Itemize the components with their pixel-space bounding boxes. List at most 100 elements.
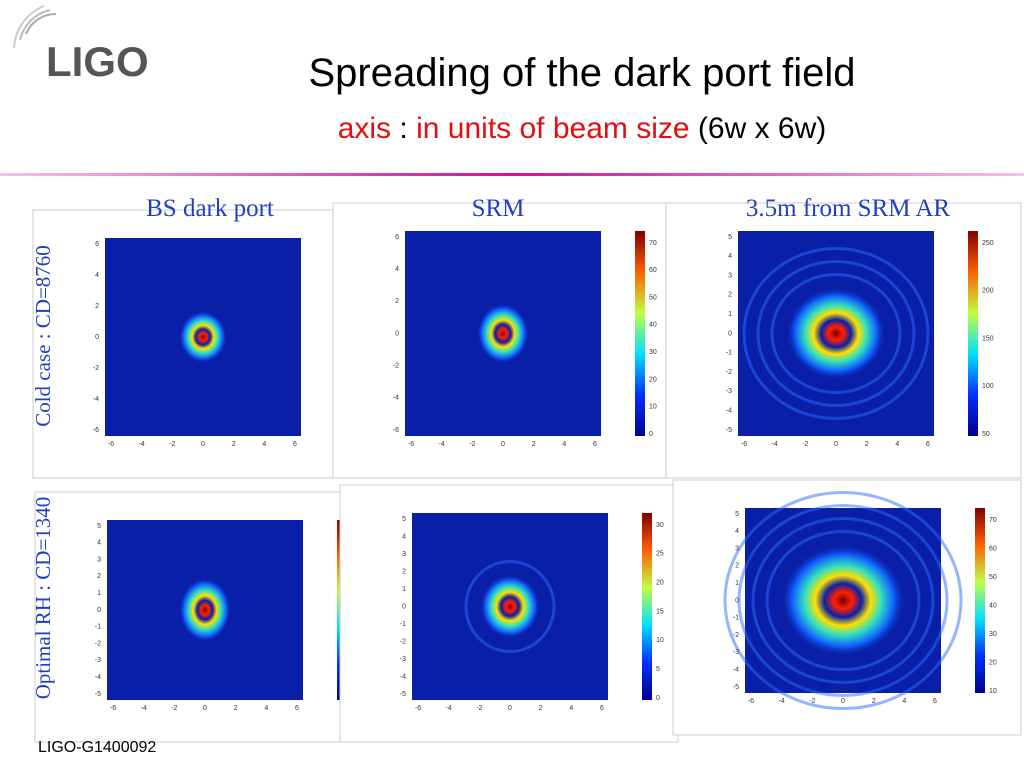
y-tick-label: -3 [400,656,406,663]
x-tick-label: -4 [139,441,145,448]
x-tick-label: -6 [748,698,754,705]
colorbar-tick-label: 10 [656,637,664,644]
y-tick-label: 0 [735,597,739,604]
ripple [737,504,949,697]
y-tick-label: 5 [97,523,101,530]
y-tick-label: 4 [97,540,101,547]
colorbar-tick-label: 10 [989,688,997,695]
column-header: BS dark port [146,195,274,222]
y-tick-label: -4 [733,667,739,674]
ripple [765,530,921,671]
y-tick-label: 0 [395,330,399,337]
x-tick-label: 0 [201,441,205,448]
y-tick-label: 3 [735,545,739,552]
y-tick-label: -3 [726,388,732,395]
x-tick-label: 4 [895,441,899,448]
y-tick-label: -4 [95,674,101,681]
y-tick-label: -1 [733,615,739,622]
subtitle: axis : in units of beam size (6w x 6w) [338,112,827,145]
x-tick-label: -4 [439,441,445,448]
x-tick-label: 0 [203,705,207,712]
y-tick-label: 0 [402,603,406,610]
footer-id: LIGO-G1400092 [38,739,156,756]
y-tick-label: -2 [393,363,399,370]
colorbar-tick-label: 0 [649,431,653,438]
x-tick-label: 4 [562,441,566,448]
colorbar-tick-label: 70 [649,240,657,247]
y-tick-label: 0 [728,330,732,337]
x-tick-label: -4 [446,705,452,712]
colorbar-tick-label: 200 [982,288,994,295]
x-tick-label: -4 [141,705,147,712]
y-tick-label: -5 [733,684,739,691]
colorbar-tick-label: 5 [656,666,660,673]
row-header: Cold case : CD=8760 [31,245,55,427]
colorbar-tick-label: 25 [656,551,664,558]
y-tick-label: 2 [97,573,101,580]
colorbar-tick-label: 20 [989,659,997,666]
x-tick-label: 4 [902,698,906,705]
x-tick-label: 2 [539,705,543,712]
x-tick-label: 2 [865,441,869,448]
y-tick-label: -6 [393,427,399,434]
colorbar-tick-label: 50 [989,574,997,581]
x-tick-label: -4 [779,698,785,705]
colorbar [975,508,985,693]
x-tick-label: 2 [232,441,236,448]
y-tick-label: 1 [728,311,732,318]
x-tick-label: -2 [171,705,177,712]
x-tick-label: 0 [841,698,845,705]
colorbar-tick-label: 10 [649,404,657,411]
colorbar [642,513,652,700]
x-tick-label: 6 [593,441,597,448]
y-tick-label: 6 [95,241,99,248]
x-tick-label: -6 [741,441,747,448]
y-tick-label: -1 [95,624,101,631]
x-tick-label: 0 [508,705,512,712]
y-tick-label: -2 [93,365,99,372]
colorbar-tick-label: 100 [982,383,994,390]
rule [0,173,1024,176]
subtitle-size: (6w x 6w) [698,112,826,145]
y-tick-label: -5 [726,427,732,434]
colorbar-tick-label: 40 [989,602,997,609]
y-tick-label: 5 [402,516,406,523]
y-tick-label: -5 [95,691,101,698]
ripple [751,517,935,684]
subtitle-note: in units of beam size [416,112,689,145]
colorbar-tick-label: 30 [656,522,664,529]
x-tick-label: 4 [262,441,266,448]
y-tick-label: -4 [400,673,406,680]
column-header: SRM [472,195,525,222]
y-tick-label: 0 [97,607,101,614]
beam [179,578,231,642]
y-tick-label: -5 [400,691,406,698]
heatmap-panel: -6 -4 -2 0 2 4 6 5 4 3 2 1 0 -1 -2 -3 -4 -5 50 100 150 200 250 [665,202,1022,479]
colorbar-tick-label: 15 [656,608,664,615]
x-tick-label: 2 [532,441,536,448]
y-tick-label: 4 [402,533,406,540]
ripple [742,247,930,420]
colorbar-tick-label: 40 [649,322,657,329]
x-tick-label: 4 [569,705,573,712]
x-tick-label: 0 [834,441,838,448]
y-tick-label: -4 [93,396,99,403]
y-tick-label: 1 [402,586,406,593]
x-tick-label: -6 [110,705,116,712]
beam [480,574,540,639]
y-tick-label: 2 [728,292,732,299]
y-tick-label: -1 [726,350,732,357]
colorbar-tick-label: 20 [649,376,657,383]
y-tick-label: 1 [97,590,101,597]
logo-text: LIGO [46,38,149,85]
y-tick-label: -6 [93,427,99,434]
y-tick-label: -1 [400,621,406,628]
y-tick-label: 1 [735,580,739,587]
colorbar [635,231,645,436]
ripple [464,560,556,653]
y-tick-label: -2 [733,632,739,639]
x-tick-label: 2 [872,698,876,705]
colorbar-tick-label: 20 [656,580,664,587]
